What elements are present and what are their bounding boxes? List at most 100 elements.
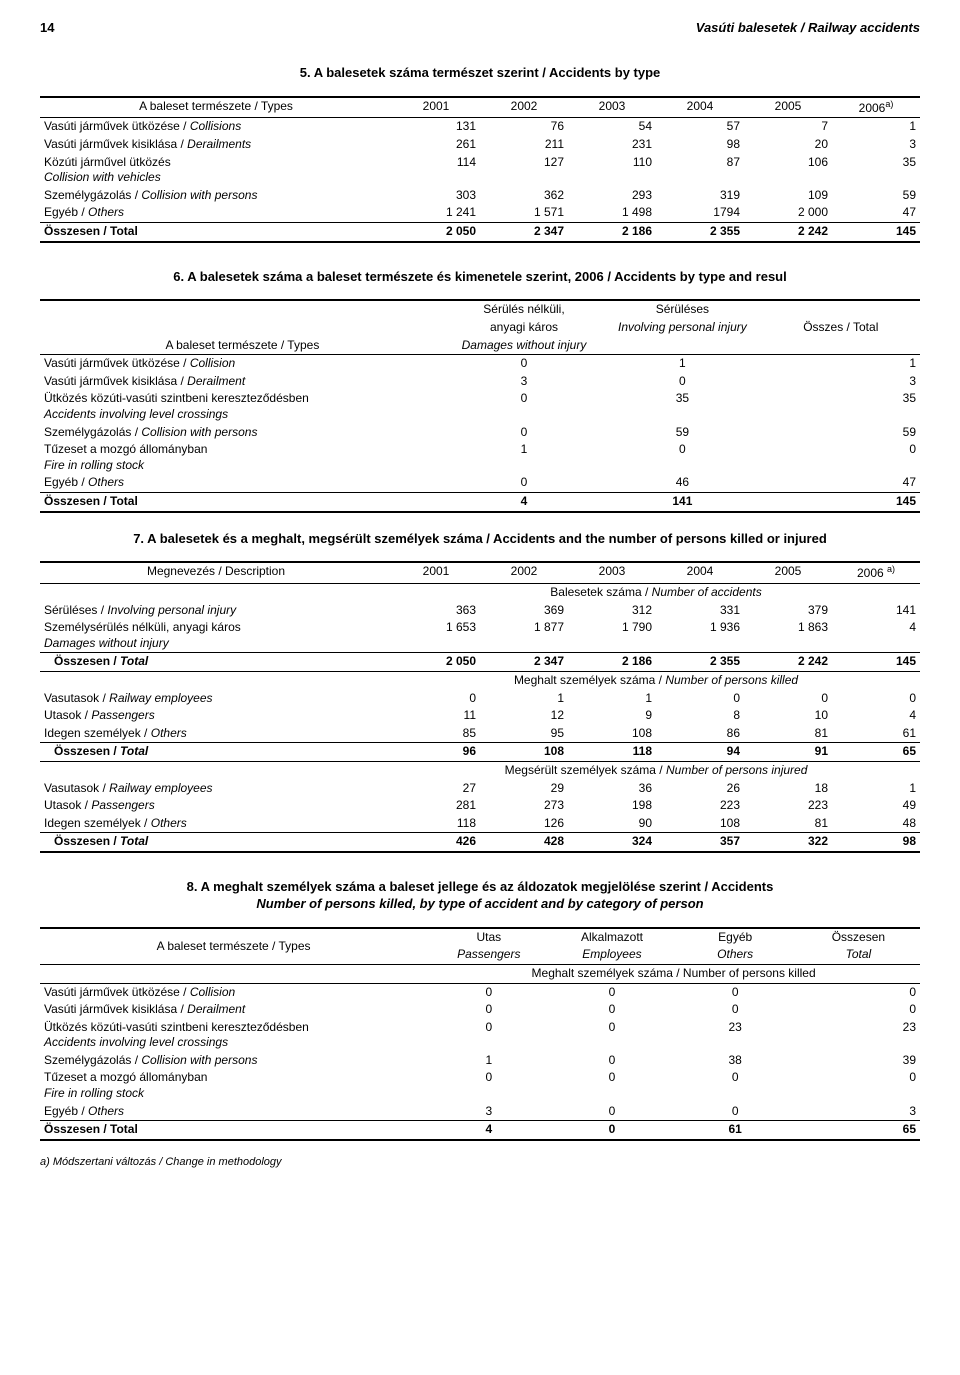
table6: A baleset természete / Types Sérülés nél… <box>40 299 920 512</box>
cell: 1 <box>568 690 656 708</box>
table-row: Idegen személyek / Others8595108868161 <box>40 725 920 743</box>
cell: 118 <box>568 743 656 762</box>
row-label: Egyéb / Others <box>40 204 392 222</box>
cell: 362 <box>480 187 568 205</box>
cell: 95 <box>480 725 568 743</box>
row-label: Vasúti járművek kisiklása / Derailments <box>40 136 392 154</box>
cell: 126 <box>480 815 568 833</box>
t6-h2b: Involving personal injury <box>603 319 761 337</box>
t5-total-v: 2 347 <box>480 222 568 241</box>
row-label: Ütközés közúti-vasúti szintbeni kereszte… <box>40 390 445 423</box>
cell: 145 <box>832 653 920 672</box>
t8-total-v: 0 <box>550 1121 673 1140</box>
cell: 18 <box>744 780 832 798</box>
cell: 0 <box>797 983 920 1001</box>
cell: 3 <box>797 1103 920 1121</box>
cell: 261 <box>392 136 480 154</box>
cell: 1 790 <box>568 619 656 653</box>
t6-h2a: Sérüléses <box>603 300 761 319</box>
header-title: Vasúti balesetek / Railway accidents <box>696 20 920 37</box>
t5-y1: 2001 <box>392 97 480 118</box>
t8-h: Alkalmazott <box>550 928 673 947</box>
cell: 1 241 <box>392 204 480 222</box>
table-row: Tűzeset a mozgó állománybanFire in rolli… <box>40 441 920 474</box>
cell: 29 <box>480 780 568 798</box>
cell: 211 <box>480 136 568 154</box>
cell: 94 <box>656 743 744 762</box>
cell: 35 <box>762 390 920 423</box>
cell: 303 <box>392 187 480 205</box>
t7-rowhead: Megnevezés / Description <box>40 562 392 583</box>
t5-y6: 2006a) <box>832 97 920 118</box>
footnote: a) Módszertani változás / Change in meth… <box>40 1155 920 1169</box>
cell: 0 <box>674 983 797 1001</box>
cell: 1 <box>832 780 920 798</box>
cell: 86 <box>656 725 744 743</box>
cell: 198 <box>568 797 656 815</box>
cell: 76 <box>480 118 568 136</box>
table7: Megnevezés / Description 2001 2002 2003 … <box>40 561 920 853</box>
cell: 87 <box>656 154 744 187</box>
cell: 1 <box>445 441 603 474</box>
cell: 108 <box>480 743 568 762</box>
cell: 47 <box>832 204 920 222</box>
cell: 0 <box>603 373 761 391</box>
row-label: Személysérülés nélküli, anyagi károsDama… <box>40 619 392 653</box>
t7-y: 2001 <box>392 562 480 583</box>
table5: A baleset természete / Types 2001 2002 2… <box>40 96 920 243</box>
cell: 11 <box>392 707 480 725</box>
cell: 0 <box>797 1001 920 1019</box>
cell: 81 <box>744 725 832 743</box>
t6-total-v: 141 <box>603 492 761 511</box>
t7-y: 2006 a) <box>832 562 920 583</box>
cell: 0 <box>550 983 673 1001</box>
table-row: Sérüléses / Involving personal injury363… <box>40 602 920 620</box>
cell: 0 <box>550 1103 673 1121</box>
t8-total-v: 61 <box>674 1121 797 1140</box>
row-label: Személygázolás / Collision with persons <box>40 424 445 442</box>
cell: 91 <box>744 743 832 762</box>
row-label: Utasok / Passengers <box>40 707 392 725</box>
table-row: Utasok / Passengers28127319822322349 <box>40 797 920 815</box>
table8: A baleset természete / Types Utas Alkalm… <box>40 927 920 1141</box>
table-row: Tűzeset a mozgó állománybanFire in rolli… <box>40 1069 920 1102</box>
t5-y3: 2003 <box>568 97 656 118</box>
cell: 39 <box>797 1052 920 1070</box>
cell: 1 877 <box>480 619 568 653</box>
cell: 81 <box>744 815 832 833</box>
cell: 1 <box>762 355 920 373</box>
cell: 59 <box>832 187 920 205</box>
table-row: Vasúti járművek kisiklása / Derailment30… <box>40 373 920 391</box>
row-label: Vasúti járművek ütközése / Collision <box>40 355 445 373</box>
cell: 1794 <box>656 204 744 222</box>
row-label: Személygázolás / Collision with persons <box>40 1052 427 1070</box>
t5-y5: 2005 <box>744 97 832 118</box>
t6-rowhead: A baleset természete / Types <box>40 300 445 354</box>
t8-h: Others <box>674 946 797 964</box>
cell: 106 <box>744 154 832 187</box>
cell: 0 <box>550 1001 673 1019</box>
cell: 9 <box>568 707 656 725</box>
t7-y: 2003 <box>568 562 656 583</box>
t5-total-v: 2 050 <box>392 222 480 241</box>
row-label: Közúti járművel ütközésCollision with ve… <box>40 154 392 187</box>
cell: 0 <box>674 1103 797 1121</box>
table-row: Egyéb / Others04647 <box>40 474 920 492</box>
row-label: Vasutasok / Railway employees <box>40 780 392 798</box>
table-row: Egyéb / Others1 2411 5711 49817942 00047 <box>40 204 920 222</box>
cell: 4 <box>832 619 920 653</box>
row-label: Vasúti járművek ütközése / Collision <box>40 983 427 1001</box>
t5-total-v: 2 355 <box>656 222 744 241</box>
cell: 131 <box>392 118 480 136</box>
row-label: Vasutasok / Railway employees <box>40 690 392 708</box>
cell: 231 <box>568 136 656 154</box>
cell: 1 571 <box>480 204 568 222</box>
cell: 98 <box>832 833 920 852</box>
section8-title: 8. A meghalt személyek száma a baleset j… <box>40 879 920 896</box>
row-label: Egyéb / Others <box>40 474 445 492</box>
cell: 59 <box>603 424 761 442</box>
cell: 118 <box>392 815 480 833</box>
cell: 109 <box>744 187 832 205</box>
cell: 0 <box>674 1001 797 1019</box>
cell: 4 <box>832 707 920 725</box>
